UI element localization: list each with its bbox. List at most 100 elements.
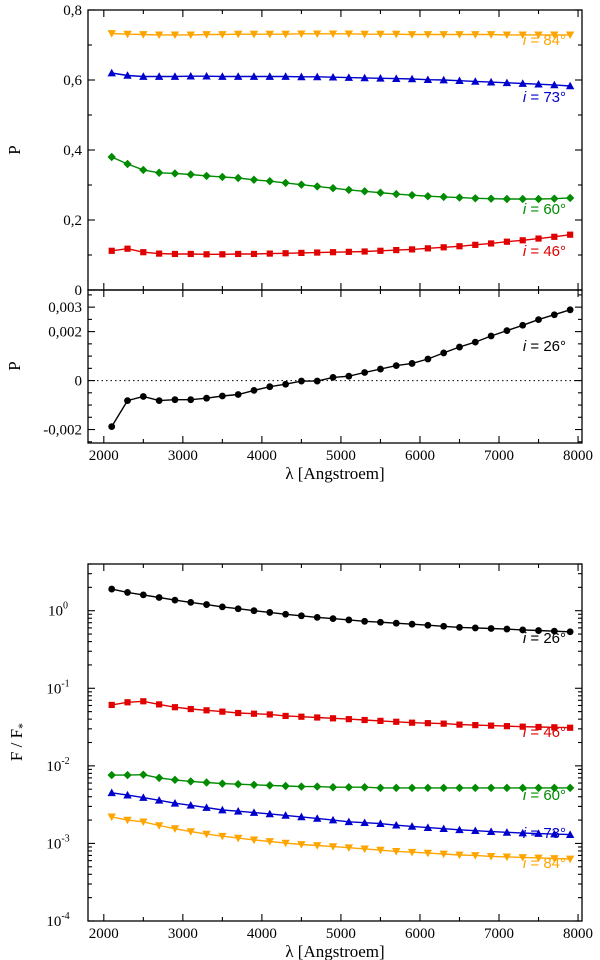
y-axis-label: F / F* [7,723,29,761]
series-label-value: = 60° [526,787,566,804]
data-point [186,777,195,786]
y-axis-label: P [5,361,24,370]
data-point [565,855,575,864]
data-point [313,30,322,38]
series-label-value: = 73° [526,825,566,842]
data-point [535,316,542,324]
data-point [535,627,542,634]
data-point [567,724,574,731]
data-point [107,30,116,38]
data-point [107,152,116,162]
data-point [218,172,227,182]
data-point [455,76,464,85]
data-point [424,355,432,363]
data-point [567,231,574,238]
series-line-i-84 [111,816,571,860]
data-point [154,72,164,80]
data-point [266,250,273,257]
series-label-symbol: i [523,201,527,218]
data-point [471,826,480,835]
data-point [440,720,447,727]
data-point [313,782,322,791]
data-point [502,783,512,793]
data-point [281,72,290,80]
data-point [170,825,180,833]
data-point [154,822,164,830]
data-point [455,31,464,39]
data-point [456,343,463,351]
data-point [329,615,337,623]
data-point [250,710,258,717]
data-point [503,238,511,245]
data-point [423,823,433,831]
data-point [408,360,416,367]
data-point [392,619,400,627]
series-line-i-73 [111,72,571,87]
series-label-i-73: i = 73° [523,825,566,842]
series-line-i-73 [111,792,571,836]
data-point [233,807,243,815]
data-point [202,71,211,80]
data-point [486,827,496,835]
data-point [329,249,337,256]
data-point [154,796,164,804]
y-tick-label: 0,2 [63,213,82,229]
series-line-i-46 [111,700,571,729]
data-point [486,853,496,861]
data-point [281,781,290,791]
data-point [249,808,259,816]
data-point [203,601,210,608]
series-i-73 [107,788,575,838]
data-point [265,30,274,39]
data-point [471,77,480,85]
data-point [565,193,575,203]
data-point [551,233,558,240]
x-axis-label: λ [Angstroem] [285,464,384,483]
x-tick-label: 5000 [326,926,356,942]
data-point [265,781,274,790]
data-point [565,783,575,793]
y-tick-label: 0,8 [63,3,82,19]
data-point [534,854,543,863]
data-point [107,68,116,77]
data-point [393,718,400,725]
data-point [550,80,559,89]
data-point [328,843,338,851]
data-point [360,30,369,39]
data-point [439,75,448,84]
data-point [503,625,511,633]
data-point [314,714,321,721]
data-point [298,249,305,256]
data-point [140,249,147,256]
series-label-value: = 60° [526,201,566,218]
data-point [360,845,369,854]
series-line-i-26 [111,309,571,427]
data-point [249,175,259,184]
data-point [439,31,448,39]
data-point [535,235,542,242]
y-tick-base: 10 [46,759,61,775]
data-point [203,707,210,714]
data-point [297,180,306,189]
chart-middle: 2000 3000 4000 5000 6000 7000 8000 λ [Angstroem… [5,289,593,483]
data-point [218,603,226,611]
data-point [377,247,384,254]
data-point [124,245,131,252]
series-label-i-46: i = 46° [523,243,566,260]
data-point [423,31,433,39]
data-point [550,783,559,793]
data-point [170,72,180,80]
series-line-i-60 [111,156,571,200]
data-point [392,783,401,793]
chart-upper: 00,20,40,60,8Pi = 84°i = 73°i = 60°i = 4… [5,3,583,299]
data-point [328,783,338,792]
y-tick-exponent: -3 [61,833,69,844]
data-point [313,72,322,81]
data-point [534,829,543,837]
data-point [202,171,211,181]
series-label-symbol: i [523,787,527,804]
data-point [566,628,574,636]
data-point [518,79,527,87]
data-point [345,716,352,723]
chart-lower: 2000 3000 4000 5000 6000 7000 8000 λ [Angstroem… [7,563,593,960]
